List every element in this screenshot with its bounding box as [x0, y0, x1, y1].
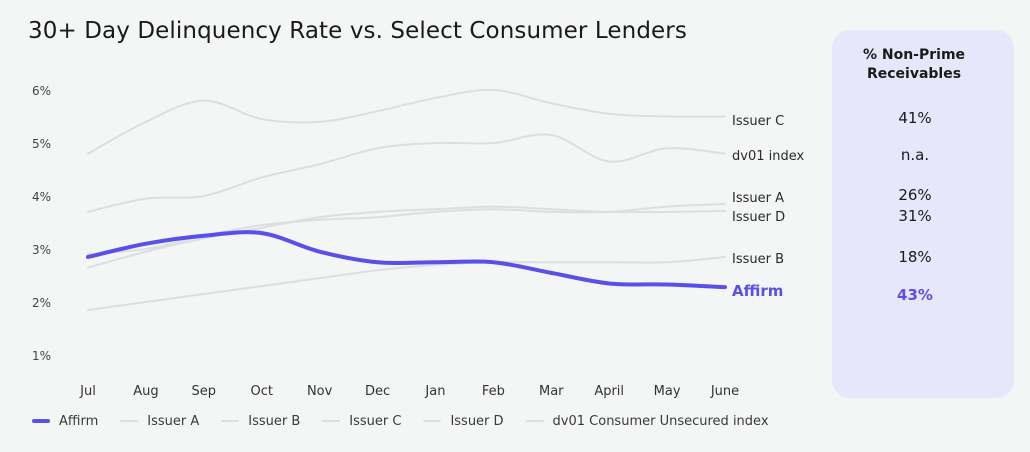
chart-legend: Affirm Issuer A Issuer B Issuer C Issuer… — [32, 411, 791, 431]
series-line-affirm — [86, 230, 727, 290]
non-prime-panel — [832, 30, 1014, 398]
panel-title: % Non-Prime Receivables — [832, 46, 996, 84]
y-tick-label: 5% — [32, 137, 51, 151]
x-tick-label: Sep — [192, 384, 217, 399]
legend-item-issuer-b: Issuer B — [221, 414, 300, 429]
x-tick-label: Jan — [424, 384, 445, 399]
y-tick-label: 4% — [32, 190, 51, 204]
pct-issuer-b: 18% — [898, 248, 932, 266]
x-tick-label: June — [710, 384, 739, 399]
series-line-issuer-b — [87, 255, 726, 311]
legend-swatch-dv01-index — [525, 420, 544, 422]
panel-title-line1: % Non-Prime — [862, 47, 966, 63]
legend-label-issuer-d: Issuer D — [450, 413, 504, 429]
pct-affirm: 43% — [897, 286, 933, 304]
legend-label-issuer-b: Issuer B — [248, 413, 301, 429]
legend-item-issuer-d: Issuer D — [423, 413, 504, 429]
legend-item-issuer-a: Issuer A — [120, 414, 199, 429]
series-end-label-issuer-c: Issuer C — [732, 114, 784, 129]
pct-dv01-index: n.a. — [900, 146, 930, 164]
series-line-issuer-d — [87, 205, 726, 269]
legend-swatch-issuer-c — [322, 420, 341, 422]
x-tick-label: Jul — [79, 384, 96, 399]
legend-label-dv01-index: dv01 Consumer Unsecured index — [552, 413, 769, 429]
pct-issuer-a: 26% — [898, 186, 932, 204]
y-tick-label: 2% — [32, 296, 51, 310]
line-chart: 6% 5% 4% 3% 2% 1% Jul Aug Sep Oct Nov Dec Jan Feb Mar A… — [32, 84, 804, 399]
chart-title: 30+ Day Delinquency Rate vs. Select Cons… — [28, 18, 687, 44]
x-tick-label: April — [594, 384, 624, 399]
pct-issuer-c: 41% — [898, 109, 932, 127]
legend-label-affirm: Affirm — [59, 413, 99, 429]
y-tick-label: 6% — [32, 84, 51, 98]
legend-item-issuer-c: Issuer C — [322, 414, 401, 429]
series-line-dv01-consumer-unsecured-index — [87, 133, 726, 213]
legend-swatch-issuer-b — [221, 420, 240, 422]
legend-item-affirm: Affirm — [32, 414, 98, 429]
x-tick-label: Dec — [365, 384, 390, 399]
series-end-label-issuer-b: Issuer B — [732, 252, 784, 267]
y-tick-label: 3% — [32, 243, 51, 257]
legend-label-issuer-a: Issuer A — [147, 413, 200, 429]
legend-swatch-affirm — [32, 419, 50, 423]
legend-swatch-issuer-d — [423, 420, 442, 422]
x-tick-label: Nov — [307, 384, 333, 399]
series-end-label-dv01-index: dv01 index — [732, 149, 804, 164]
x-tick-label: May — [654, 384, 681, 399]
x-tick-label: Feb — [482, 384, 505, 399]
series-end-label-affirm: Affirm — [732, 282, 783, 300]
series-end-label-issuer-a: Issuer A — [732, 191, 784, 206]
series-end-label-issuer-d: Issuer D — [732, 210, 785, 225]
panel-title-line2: Receivables — [866, 66, 962, 82]
legend-label-issuer-c: Issuer C — [349, 413, 402, 429]
pct-issuer-d: 31% — [898, 207, 932, 225]
y-tick-label: 1% — [32, 349, 51, 363]
legend-item-dv01-index: dv01 Consumer Unsecured index — [525, 413, 769, 429]
legend-swatch-issuer-a — [120, 420, 139, 422]
x-tick-label: Oct — [250, 384, 272, 399]
series-line-issuer-c — [87, 88, 726, 155]
x-tick-label: Mar — [539, 384, 564, 399]
x-tick-label: Aug — [133, 384, 158, 399]
